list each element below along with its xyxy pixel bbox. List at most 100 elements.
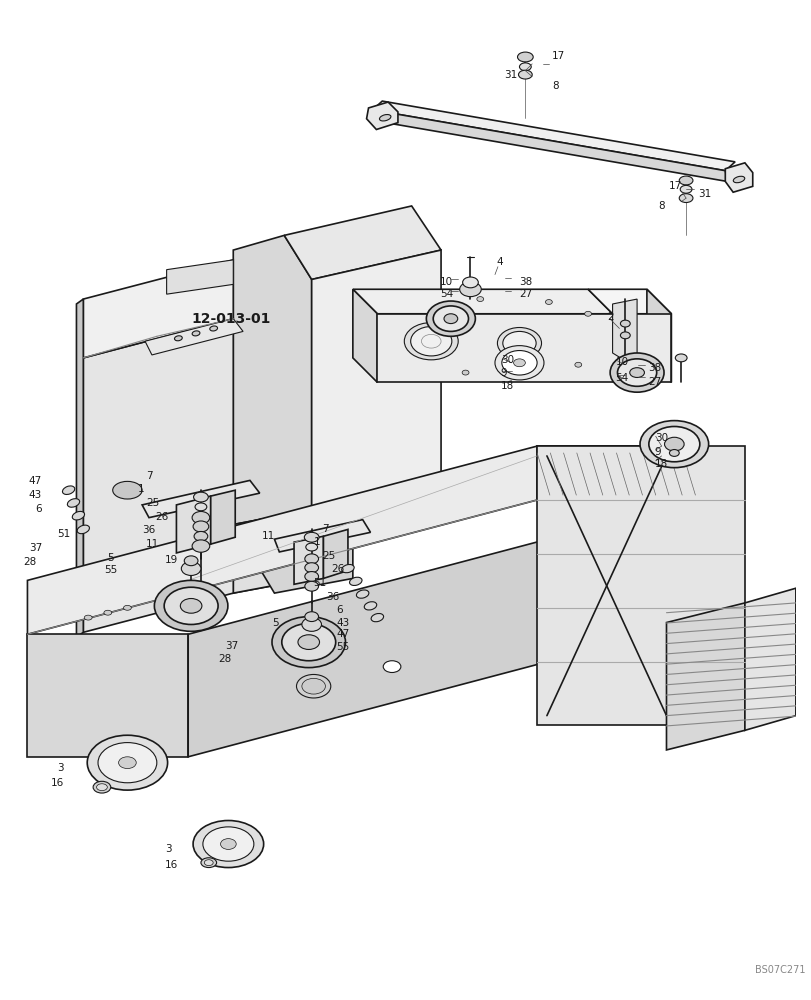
Ellipse shape	[87, 735, 167, 790]
Ellipse shape	[680, 185, 691, 193]
Ellipse shape	[67, 499, 79, 507]
Ellipse shape	[302, 618, 321, 631]
Ellipse shape	[502, 331, 535, 355]
Text: 10: 10	[440, 277, 453, 287]
Ellipse shape	[98, 743, 157, 783]
Polygon shape	[274, 520, 370, 552]
Ellipse shape	[97, 784, 107, 791]
Ellipse shape	[410, 327, 451, 356]
Ellipse shape	[501, 351, 536, 375]
Ellipse shape	[371, 613, 383, 622]
Text: 18: 18	[500, 381, 513, 391]
Ellipse shape	[663, 437, 684, 451]
Polygon shape	[145, 319, 242, 355]
Ellipse shape	[620, 320, 629, 327]
Text: 47: 47	[29, 476, 42, 486]
Ellipse shape	[113, 481, 142, 499]
Ellipse shape	[349, 577, 362, 585]
Polygon shape	[377, 314, 671, 382]
Ellipse shape	[204, 860, 213, 866]
Text: 37: 37	[225, 641, 238, 651]
Ellipse shape	[164, 587, 218, 624]
Ellipse shape	[497, 327, 541, 359]
Text: 12-013-01: 12-013-01	[191, 312, 270, 326]
Polygon shape	[84, 319, 233, 632]
Text: 26: 26	[155, 512, 168, 522]
Text: 9: 9	[654, 447, 660, 457]
Text: 7: 7	[322, 524, 328, 534]
Ellipse shape	[404, 323, 457, 360]
Text: 19: 19	[165, 555, 178, 565]
Polygon shape	[536, 446, 744, 725]
Text: 3: 3	[165, 844, 171, 854]
Polygon shape	[233, 235, 311, 593]
Polygon shape	[294, 536, 323, 584]
Text: 1: 1	[138, 484, 144, 494]
Text: 30: 30	[654, 433, 667, 443]
Ellipse shape	[281, 623, 335, 661]
Ellipse shape	[639, 421, 708, 468]
Ellipse shape	[461, 370, 469, 375]
Polygon shape	[666, 603, 744, 750]
Ellipse shape	[609, 353, 663, 392]
Ellipse shape	[180, 599, 202, 613]
Ellipse shape	[192, 540, 209, 552]
Text: 27: 27	[519, 289, 532, 299]
Ellipse shape	[221, 839, 236, 849]
Polygon shape	[233, 510, 311, 593]
Text: 4: 4	[496, 257, 502, 267]
Ellipse shape	[616, 359, 656, 386]
Polygon shape	[646, 289, 671, 382]
Ellipse shape	[184, 556, 198, 566]
Polygon shape	[28, 634, 188, 757]
Text: 25: 25	[322, 551, 335, 561]
Text: 30: 30	[500, 355, 513, 365]
Text: 16: 16	[50, 778, 63, 788]
Ellipse shape	[678, 194, 692, 203]
Ellipse shape	[518, 70, 531, 79]
Ellipse shape	[304, 572, 318, 581]
Ellipse shape	[296, 674, 330, 698]
Text: 26: 26	[331, 564, 344, 574]
Polygon shape	[724, 163, 752, 192]
Ellipse shape	[302, 678, 325, 694]
Text: 38: 38	[647, 363, 660, 373]
Ellipse shape	[93, 781, 110, 793]
Polygon shape	[587, 289, 671, 314]
Ellipse shape	[193, 821, 264, 868]
Polygon shape	[372, 101, 734, 171]
Text: 36: 36	[142, 525, 155, 535]
Polygon shape	[76, 299, 84, 637]
Polygon shape	[188, 500, 695, 757]
Text: 1: 1	[313, 537, 320, 547]
Ellipse shape	[77, 525, 89, 534]
Ellipse shape	[193, 492, 208, 502]
Text: 11: 11	[146, 539, 159, 549]
Text: 7: 7	[146, 471, 152, 481]
Text: 43: 43	[29, 490, 42, 500]
Ellipse shape	[513, 359, 525, 367]
Ellipse shape	[174, 336, 182, 341]
Polygon shape	[372, 110, 727, 181]
Text: 5: 5	[107, 553, 114, 563]
Ellipse shape	[620, 332, 629, 339]
Text: 16: 16	[165, 860, 178, 870]
Ellipse shape	[629, 368, 644, 377]
Ellipse shape	[181, 562, 200, 575]
Ellipse shape	[341, 564, 354, 573]
Text: 51: 51	[58, 529, 71, 539]
Ellipse shape	[72, 511, 84, 520]
Polygon shape	[211, 490, 235, 544]
Text: 36: 36	[326, 592, 339, 602]
Ellipse shape	[195, 503, 207, 511]
Ellipse shape	[574, 362, 581, 367]
Text: 18: 18	[654, 459, 667, 469]
Text: 6: 6	[336, 605, 342, 615]
Text: 47: 47	[336, 629, 349, 639]
Ellipse shape	[123, 605, 131, 610]
Ellipse shape	[459, 282, 481, 297]
Ellipse shape	[364, 602, 376, 610]
Text: 55: 55	[105, 565, 118, 575]
Ellipse shape	[304, 554, 318, 564]
Ellipse shape	[668, 450, 678, 456]
